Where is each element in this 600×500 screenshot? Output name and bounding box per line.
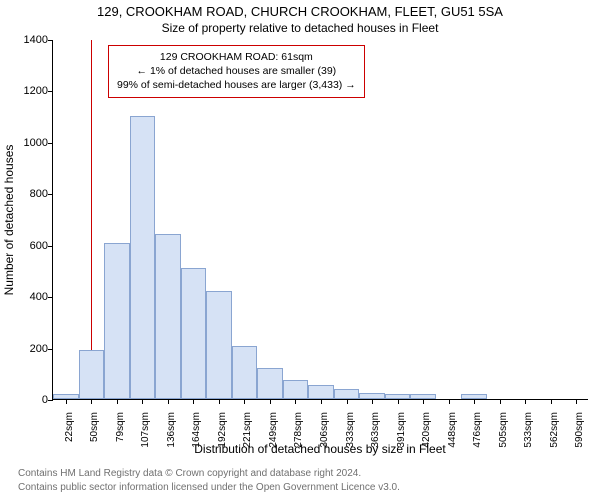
annotation-box: 129 CROOKHAM ROAD: 61sqm ← 1% of detache… xyxy=(108,45,365,98)
x-tick-mark xyxy=(142,399,143,404)
x-tick-mark xyxy=(270,399,271,404)
x-tick-mark xyxy=(449,399,450,404)
y-tick-mark xyxy=(48,246,53,247)
annotation-line: 129 CROOKHAM ROAD: 61sqm xyxy=(117,50,356,64)
y-tick-label: 1400 xyxy=(8,34,48,46)
y-tick-label: 800 xyxy=(8,188,48,200)
x-tick-mark xyxy=(117,399,118,404)
histogram-bar xyxy=(257,368,283,399)
x-tick-mark xyxy=(295,399,296,404)
x-tick-mark xyxy=(347,399,348,404)
x-tick-mark xyxy=(66,399,67,404)
chart-title-line1: 129, CROOKHAM ROAD, CHURCH CROOKHAM, FLE… xyxy=(0,4,600,19)
histogram-bar xyxy=(232,346,258,399)
x-tick-mark xyxy=(321,399,322,404)
x-tick-label: 448sqm xyxy=(447,412,459,462)
x-tick-label: 50sqm xyxy=(89,412,101,462)
x-tick-mark xyxy=(525,399,526,404)
x-tick-mark xyxy=(423,399,424,404)
x-tick-label: 306sqm xyxy=(319,412,331,462)
annotation-line: ← 1% of detached houses are smaller (39) xyxy=(117,64,356,78)
y-tick-mark xyxy=(48,40,53,41)
histogram-bar xyxy=(79,350,105,399)
chart-container: 129, CROOKHAM ROAD, CHURCH CROOKHAM, FLE… xyxy=(0,0,600,500)
x-tick-label: 391sqm xyxy=(396,412,408,462)
y-tick-mark xyxy=(48,349,53,350)
x-tick-label: 278sqm xyxy=(293,412,305,462)
x-tick-label: 476sqm xyxy=(472,412,484,462)
x-tick-mark xyxy=(244,399,245,404)
x-tick-label: 192sqm xyxy=(217,412,229,462)
histogram-bar xyxy=(283,380,309,399)
x-tick-label: 420sqm xyxy=(421,412,433,462)
annotation-line: 99% of semi-detached houses are larger (… xyxy=(117,78,356,92)
x-tick-mark xyxy=(474,399,475,404)
y-tick-label: 400 xyxy=(8,291,48,303)
y-tick-mark xyxy=(48,91,53,92)
x-tick-label: 136sqm xyxy=(166,412,178,462)
x-tick-label: 590sqm xyxy=(574,412,586,462)
histogram-bar xyxy=(104,243,130,399)
x-tick-mark xyxy=(500,399,501,404)
x-tick-label: 249sqm xyxy=(268,412,280,462)
footer-line: Contains public sector information licen… xyxy=(18,481,400,495)
histogram-bar xyxy=(206,291,232,399)
x-tick-mark xyxy=(551,399,552,404)
footer-attribution: Contains HM Land Registry data © Crown c… xyxy=(18,467,400,494)
property-marker-line xyxy=(91,40,92,399)
chart-title-line2: Size of property relative to detached ho… xyxy=(0,21,600,35)
footer-line: Contains HM Land Registry data © Crown c… xyxy=(18,467,400,481)
y-tick-label: 1200 xyxy=(8,85,48,97)
x-tick-mark xyxy=(91,399,92,404)
y-tick-mark xyxy=(48,297,53,298)
y-tick-label: 1000 xyxy=(8,137,48,149)
y-tick-label: 600 xyxy=(8,240,48,252)
x-tick-mark xyxy=(576,399,577,404)
x-tick-label: 533sqm xyxy=(523,412,535,462)
histogram-bar xyxy=(334,389,360,399)
x-tick-mark xyxy=(168,399,169,404)
y-tick-label: 0 xyxy=(8,394,48,406)
plot-area: 129 CROOKHAM ROAD: 61sqm ← 1% of detache… xyxy=(52,40,588,400)
y-tick-mark xyxy=(48,194,53,195)
x-tick-mark xyxy=(219,399,220,404)
y-tick-label: 200 xyxy=(8,343,48,355)
histogram-bar xyxy=(308,385,334,399)
histogram-bar xyxy=(181,268,207,399)
x-tick-label: 107sqm xyxy=(140,412,152,462)
histogram-bar xyxy=(155,234,181,399)
x-tick-mark xyxy=(372,399,373,404)
x-tick-mark xyxy=(193,399,194,404)
y-tick-mark xyxy=(48,400,53,401)
x-tick-label: 221sqm xyxy=(242,412,254,462)
x-tick-label: 22sqm xyxy=(64,412,76,462)
y-tick-mark xyxy=(48,143,53,144)
x-tick-label: 363sqm xyxy=(370,412,382,462)
x-tick-label: 333sqm xyxy=(345,412,357,462)
x-tick-label: 79sqm xyxy=(115,412,127,462)
x-tick-label: 562sqm xyxy=(549,412,561,462)
histogram-bar xyxy=(130,116,156,399)
x-tick-label: 164sqm xyxy=(191,412,203,462)
x-tick-mark xyxy=(398,399,399,404)
x-tick-label: 505sqm xyxy=(498,412,510,462)
